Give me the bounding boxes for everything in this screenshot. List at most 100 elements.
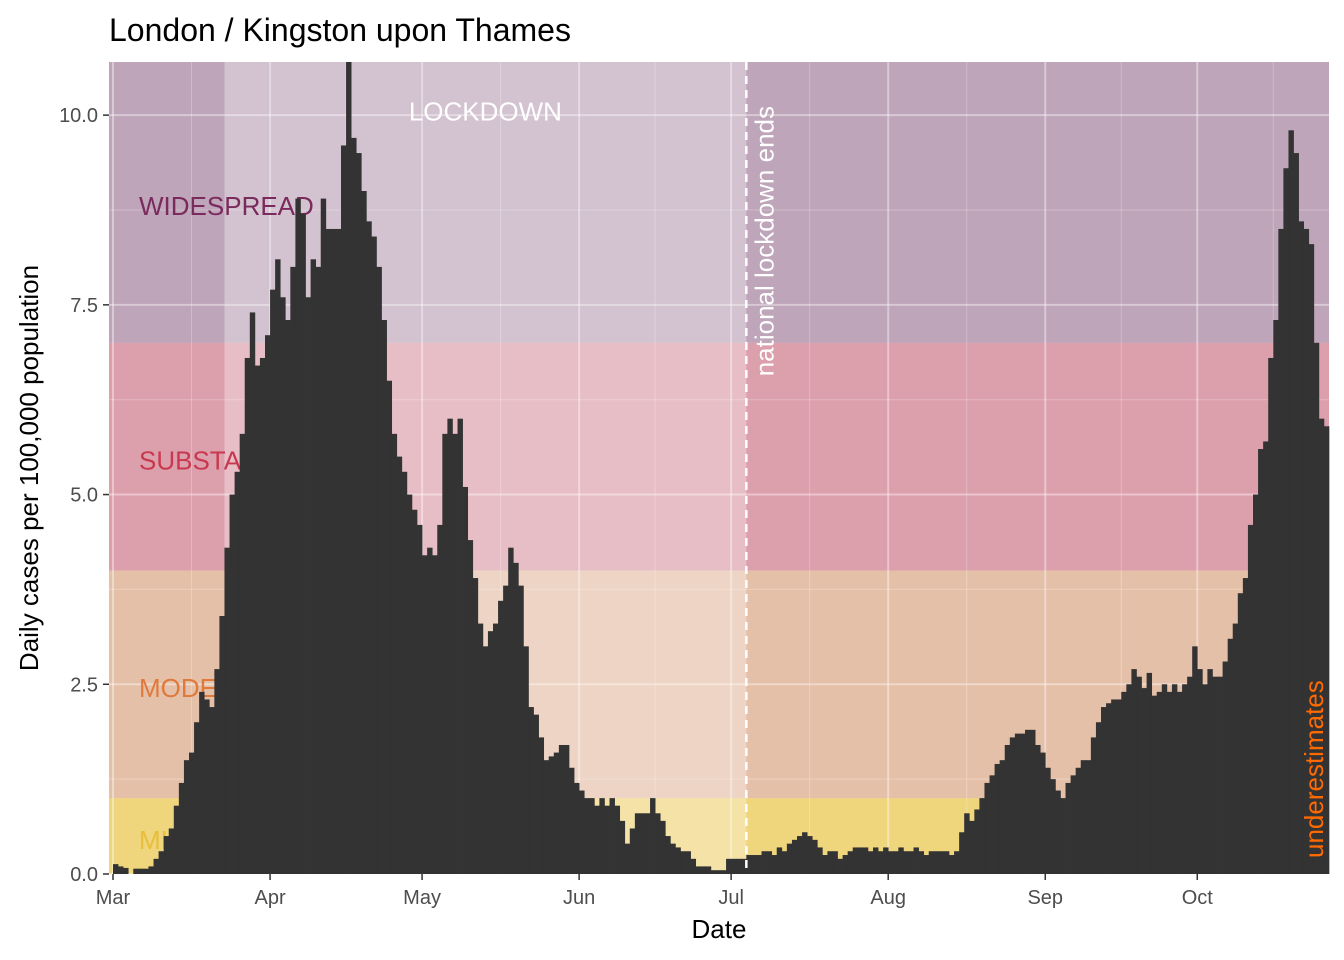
bar — [746, 855, 752, 874]
bar — [705, 866, 712, 874]
bar — [1146, 672, 1153, 874]
bar — [148, 866, 154, 874]
bar — [675, 847, 681, 874]
bar — [650, 798, 656, 874]
bar — [1055, 790, 1061, 874]
bar — [700, 866, 707, 874]
bar — [1197, 669, 1203, 874]
bar — [579, 790, 585, 874]
bar — [1095, 722, 1102, 874]
bar — [290, 266, 296, 874]
bar — [457, 418, 463, 874]
bar — [1217, 676, 1223, 874]
bar — [558, 744, 565, 874]
bar — [1090, 737, 1097, 874]
bar — [974, 809, 980, 874]
chart-title: London / Kingston upon Thames — [109, 12, 571, 48]
bar — [346, 62, 352, 874]
bar — [928, 851, 935, 874]
bar — [761, 851, 767, 874]
bar — [893, 851, 899, 874]
bar — [1151, 695, 1158, 874]
bar — [371, 236, 377, 874]
bar — [1182, 684, 1188, 874]
bar — [351, 137, 357, 875]
bar — [1258, 449, 1264, 874]
bar — [356, 153, 362, 874]
bar — [817, 847, 823, 874]
bar — [624, 843, 631, 874]
bar — [878, 851, 884, 874]
bar — [158, 851, 165, 874]
bar — [852, 847, 859, 874]
bar — [503, 585, 509, 874]
bar — [411, 509, 418, 874]
bar — [1065, 782, 1071, 874]
bar — [1323, 426, 1330, 874]
bar — [1273, 320, 1279, 874]
bar — [574, 782, 580, 874]
bar — [822, 855, 828, 874]
bar — [1030, 729, 1036, 874]
bar — [270, 289, 276, 874]
bar — [153, 858, 159, 874]
bar — [949, 855, 955, 874]
bar — [614, 805, 621, 874]
bar — [1161, 684, 1168, 874]
bar — [731, 858, 737, 874]
bar — [786, 843, 793, 874]
bar — [797, 836, 803, 874]
bar — [1207, 669, 1213, 874]
bar — [315, 266, 322, 874]
bar — [341, 145, 347, 875]
bar — [518, 585, 524, 874]
bar — [959, 832, 965, 874]
x-tick-label: Mar — [96, 887, 131, 909]
bar — [553, 752, 560, 874]
bar — [842, 855, 849, 874]
bar — [599, 798, 605, 874]
bar — [1101, 707, 1107, 874]
bar — [680, 851, 686, 874]
bar — [665, 836, 671, 874]
bar — [143, 868, 149, 874]
bar — [452, 433, 458, 874]
bar — [837, 858, 843, 874]
bar — [1318, 418, 1325, 874]
bar — [766, 851, 773, 874]
bar — [168, 828, 175, 874]
bar — [1171, 684, 1178, 874]
bar — [477, 623, 484, 874]
bar — [1187, 676, 1193, 874]
bar — [847, 851, 854, 874]
bar — [994, 763, 1001, 874]
bar — [609, 798, 615, 874]
bar — [695, 866, 702, 874]
lockdown-label: LOCKDOWN — [409, 96, 562, 126]
bar — [639, 813, 646, 874]
bar — [1308, 244, 1315, 874]
bar — [584, 798, 590, 874]
x-tick-label: Sep — [1027, 887, 1063, 909]
bar — [741, 858, 747, 874]
bar — [249, 312, 256, 874]
y-axis: 0.0 2.5 5.0 7.5 10.0 — [59, 105, 109, 886]
bar — [280, 297, 286, 875]
bar — [543, 760, 550, 874]
bar — [376, 266, 382, 874]
bar — [715, 870, 722, 874]
bar — [295, 198, 301, 874]
bar — [361, 191, 367, 874]
bar — [219, 615, 225, 874]
bar — [320, 198, 327, 874]
bar — [1050, 779, 1056, 874]
bar — [300, 213, 306, 874]
bar — [437, 524, 443, 874]
bar — [548, 756, 555, 874]
y-axis-title: Daily cases per 100,000 population — [14, 265, 44, 671]
bar — [178, 782, 185, 874]
bar — [244, 357, 251, 874]
bar — [366, 221, 372, 874]
bar — [538, 737, 545, 874]
